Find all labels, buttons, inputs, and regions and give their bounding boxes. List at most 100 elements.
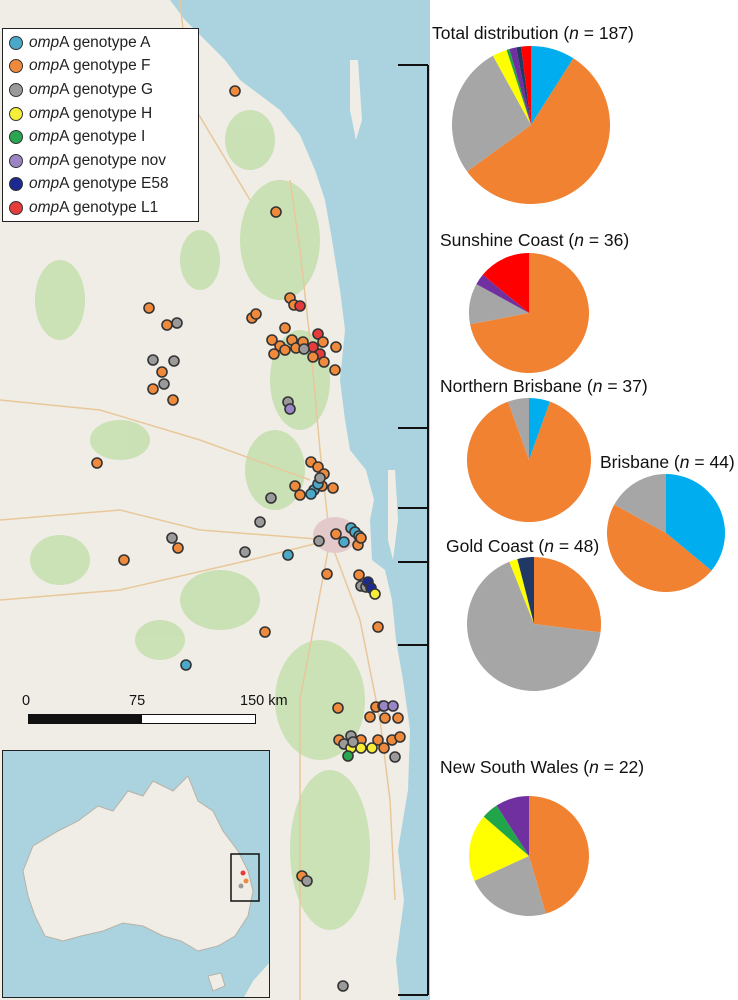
forest-areas — [30, 110, 370, 930]
pie-title-gold-coast: Gold Coast (n = 48) — [446, 536, 599, 557]
pie-slice-G — [467, 561, 601, 691]
inset-highlight-box — [230, 853, 260, 902]
island — [388, 470, 398, 560]
legend-item: omp A genotype I — [9, 125, 198, 149]
pie-title-northern-brisbane: Northern Brisbane (n = 37) — [440, 376, 648, 397]
sample-point — [379, 712, 391, 724]
pie-slice-L1 — [482, 253, 529, 313]
australia-inset-map — [2, 750, 270, 998]
legend-label: A genotype L1 — [59, 198, 159, 216]
sample-point — [294, 489, 306, 501]
sample-point — [355, 742, 367, 754]
australia-shape — [22, 775, 254, 952]
pie-slice-F — [467, 58, 610, 204]
sample-point — [369, 588, 381, 600]
legend-marker-icon — [9, 200, 23, 215]
sample-point — [156, 366, 168, 378]
legend-item: omp A genotype E58 — [9, 173, 198, 197]
inset-point — [238, 883, 244, 889]
legend-label: A genotype A — [59, 33, 151, 51]
pie-chart-gold-coast — [467, 557, 601, 691]
sample-point — [321, 568, 333, 580]
sample-point — [270, 206, 282, 218]
pie-slice-G — [507, 398, 529, 460]
sample-point — [171, 317, 183, 329]
sample-point — [353, 569, 365, 581]
pie-title-northern-brisbane-pre: Northern Brisbane ( — [440, 376, 593, 396]
pie-slice-A — [666, 474, 725, 571]
sample-point — [250, 308, 262, 320]
sample-point — [282, 549, 294, 561]
pie-chart-nsw — [469, 796, 589, 916]
sample-point — [314, 472, 326, 484]
legend-label: A genotype G — [59, 80, 154, 98]
legend-label-prefix: omp — [29, 33, 60, 51]
pie-title-sunshine-pre: Sunshine Coast ( — [440, 230, 575, 250]
sample-point — [147, 354, 159, 366]
legend-marker-icon — [9, 59, 23, 74]
legend-marker-icon — [9, 177, 23, 192]
legend-label: A genotype H — [59, 104, 153, 122]
pie-slice-nov — [496, 796, 529, 856]
pie-title-brisbane-n: n — [679, 452, 690, 472]
pie-slice-L1 — [521, 46, 531, 125]
legend-marker-icon — [9, 35, 23, 50]
pie-slice-F — [467, 401, 591, 522]
pie-slice-F — [534, 557, 601, 633]
sample-point — [329, 364, 341, 376]
pie-slice-G — [474, 856, 546, 916]
sample-point — [279, 344, 291, 356]
legend-item: omp A genotype G — [9, 78, 198, 102]
pie-slice-F — [470, 253, 589, 373]
sample-point — [118, 554, 130, 566]
legend-marker-icon — [9, 130, 23, 145]
legend-label-prefix: omp — [29, 128, 60, 146]
pie-title-northern-brisbane-post: = 37) — [602, 376, 648, 396]
legend-item: omp A genotype nov — [9, 149, 198, 173]
legend-label: A genotype I — [59, 128, 146, 146]
tasmania-shape — [207, 972, 226, 992]
pie-slice-nov — [476, 274, 529, 313]
pie-title-northern-brisbane-n: n — [592, 376, 603, 396]
pie-slice-H — [492, 49, 531, 126]
pie-slice-F — [529, 796, 589, 914]
pie-slice-E58 — [516, 46, 531, 125]
pie-slice-H — [509, 559, 534, 624]
sample-point — [318, 356, 330, 368]
sample-point — [307, 351, 319, 363]
sample-point — [279, 322, 291, 334]
sample-point — [289, 480, 301, 492]
legend-item: omp A genotype A — [9, 31, 198, 55]
sample-point — [305, 488, 317, 500]
pie-slice-G — [469, 284, 529, 325]
sample-point — [342, 750, 354, 762]
sample-point — [294, 300, 306, 312]
legend-label-prefix: omp — [29, 198, 60, 216]
pie-title-brisbane-pre: Brisbane ( — [600, 452, 680, 472]
pie-slice-F — [607, 504, 712, 592]
sample-point — [378, 742, 390, 754]
sample-point — [147, 383, 159, 395]
scale-bar-frame — [28, 714, 256, 724]
pie-slice-E58 — [517, 557, 534, 624]
sample-point — [312, 328, 324, 340]
sample-point — [387, 700, 399, 712]
pie-title-sunshine-n: n — [574, 230, 584, 250]
inset-point — [240, 870, 246, 876]
sample-point — [284, 403, 296, 415]
pie-slice-nov — [509, 47, 531, 125]
sample-point — [172, 542, 184, 554]
sample-point — [180, 659, 192, 671]
inset-point — [243, 878, 249, 884]
legend-label: A genotype F — [59, 57, 151, 75]
pie-slice-A — [529, 398, 551, 460]
sample-point — [338, 536, 350, 548]
sample-point — [91, 457, 103, 469]
sample-point — [168, 355, 180, 367]
sample-point — [166, 532, 178, 544]
sample-point — [317, 336, 329, 348]
sample-point — [259, 626, 271, 638]
sample-point — [364, 711, 376, 723]
